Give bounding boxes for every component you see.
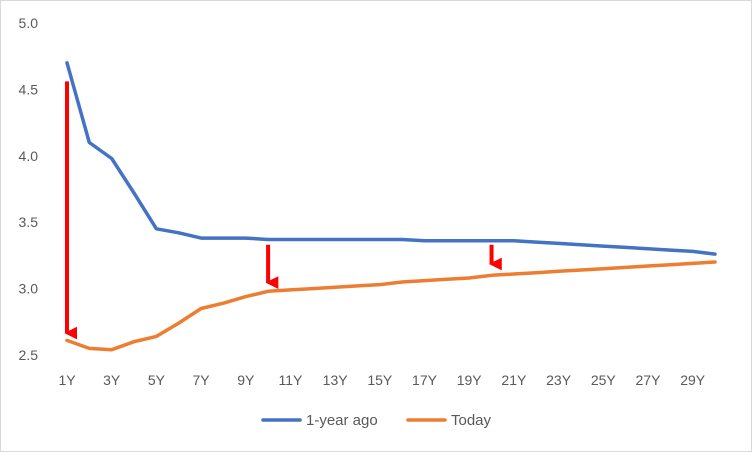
legend-label: 1-year ago xyxy=(306,412,378,429)
x-tick-label: 19Y xyxy=(457,372,483,388)
x-tick-label: 3Y xyxy=(103,372,121,388)
y-tick-label: 5.0 xyxy=(19,15,39,31)
x-axis: 1Y 3Y 5Y 7Y 9Y 11Y 13Y 15Y 17Y 19Y 21Y 23Y 25Y 27Y 29Y xyxy=(58,372,705,388)
x-tick-label: 29Y xyxy=(680,372,706,388)
annotation-layer xyxy=(64,81,502,340)
series-layer xyxy=(65,61,717,352)
x-tick-label: 13Y xyxy=(323,372,349,388)
x-tick-label: 23Y xyxy=(546,372,572,388)
y-tick-label: 2.5 xyxy=(19,347,39,363)
x-tick-label: 21Y xyxy=(501,372,527,388)
y-axis: 2.5 3.0 3.5 4.0 4.5 5.0 xyxy=(19,15,39,363)
x-tick-label: 9Y xyxy=(237,372,255,388)
y-tick-label: 3.0 xyxy=(19,281,39,297)
legend-label: Today xyxy=(451,412,492,429)
series-line-today xyxy=(65,260,717,352)
x-tick-label: 7Y xyxy=(193,372,211,388)
x-tick-label: 11Y xyxy=(279,372,304,388)
legend: 1-year ago Today xyxy=(261,412,492,429)
y-tick-label: 4.5 xyxy=(19,81,39,97)
series-line-one-year-ago xyxy=(65,61,717,256)
x-tick-label: 17Y xyxy=(412,372,438,388)
y-tick-label: 3.5 xyxy=(19,214,39,230)
x-tick-label: 5Y xyxy=(148,372,166,388)
x-tick-label: 15Y xyxy=(367,372,393,388)
y-tick-label: 4.0 xyxy=(19,148,39,164)
x-tick-label: 25Y xyxy=(591,372,617,388)
x-tick-label: 1Y xyxy=(58,372,76,388)
x-tick-label: 27Y xyxy=(636,372,662,388)
